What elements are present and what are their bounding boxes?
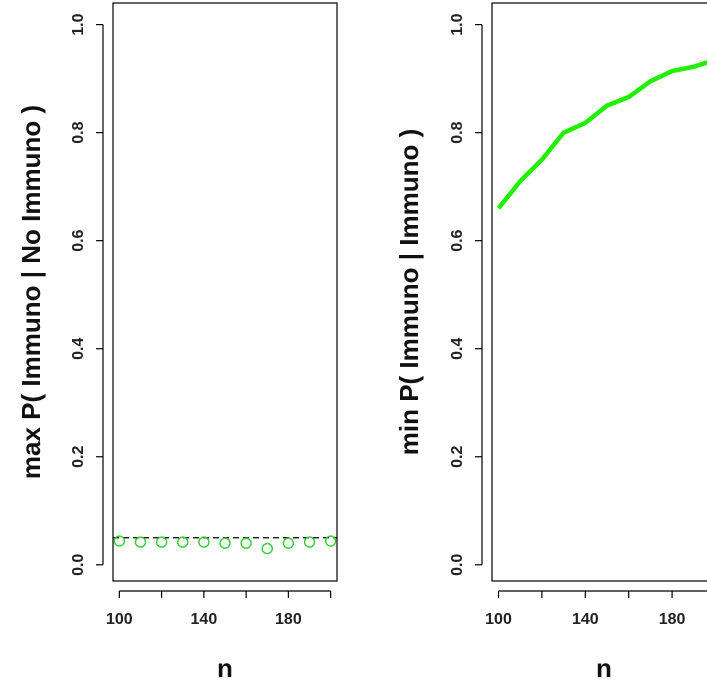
x-axis-left: 100 140 180 <box>106 590 332 628</box>
y-tick-label: 0.4 <box>70 338 87 360</box>
y-tick-label: 1.0 <box>70 13 87 35</box>
data-marks-left <box>113 535 337 555</box>
y-tick-label: 0.2 <box>70 446 87 468</box>
panel-right: 100 140 180 0.0 0.2 0.4 0.6 0.8 1.0 n min P( Im… <box>394 2 707 682</box>
panel-left: 100 140 180 0.0 0.2 0.4 0.6 0.8 1.0 n max P( Im… <box>16 2 338 682</box>
x-axis-right: 100 140 180 <box>485 590 707 628</box>
data-point <box>324 535 337 547</box>
y-tick-label: 0.0 <box>449 554 466 576</box>
y-tick-label: 0.8 <box>449 121 466 143</box>
y-tick-label: 0.6 <box>70 229 87 251</box>
y-tick-label: 1.0 <box>449 13 466 35</box>
data-point <box>134 536 147 548</box>
y-tick-label: 0.0 <box>70 554 87 576</box>
y-tick-label: 0.8 <box>70 121 87 143</box>
x-tick-label: 140 <box>191 611 218 628</box>
data-point <box>303 536 316 548</box>
data-point <box>261 542 273 555</box>
x-axis-title-left: n <box>217 653 233 682</box>
y-axis-title-left: max P( Immuno | No Immuno ) <box>16 105 46 479</box>
x-axis-title-right: n <box>596 653 612 682</box>
x-tick-label: 100 <box>485 611 512 628</box>
data-point <box>240 537 252 549</box>
y-axis-title-right: min P( Immuno | Immuno ) <box>394 129 424 456</box>
plot-frame-right <box>491 2 707 582</box>
plot-frame-left <box>112 2 338 582</box>
y-tick-label: 0.2 <box>449 446 466 468</box>
data-point <box>177 536 189 548</box>
y-tick-label: 0.6 <box>449 229 466 251</box>
x-tick-label: 100 <box>106 611 133 628</box>
x-tick-label: 180 <box>659 611 686 628</box>
data-point <box>155 536 168 548</box>
y-axis-right: 0.0 0.2 0.4 0.6 0.8 1.0 <box>449 13 483 576</box>
x-tick-label: 140 <box>572 611 599 628</box>
data-point <box>198 536 210 548</box>
x-tick-label: 180 <box>275 611 302 628</box>
data-point <box>219 537 231 549</box>
y-tick-label: 0.4 <box>449 338 466 360</box>
data-point <box>113 535 126 547</box>
data-marks-right <box>496 60 707 210</box>
data-point <box>282 537 295 549</box>
series-line <box>496 60 707 210</box>
y-axis-left: 0.0 0.2 0.4 0.6 0.8 1.0 <box>70 13 104 576</box>
